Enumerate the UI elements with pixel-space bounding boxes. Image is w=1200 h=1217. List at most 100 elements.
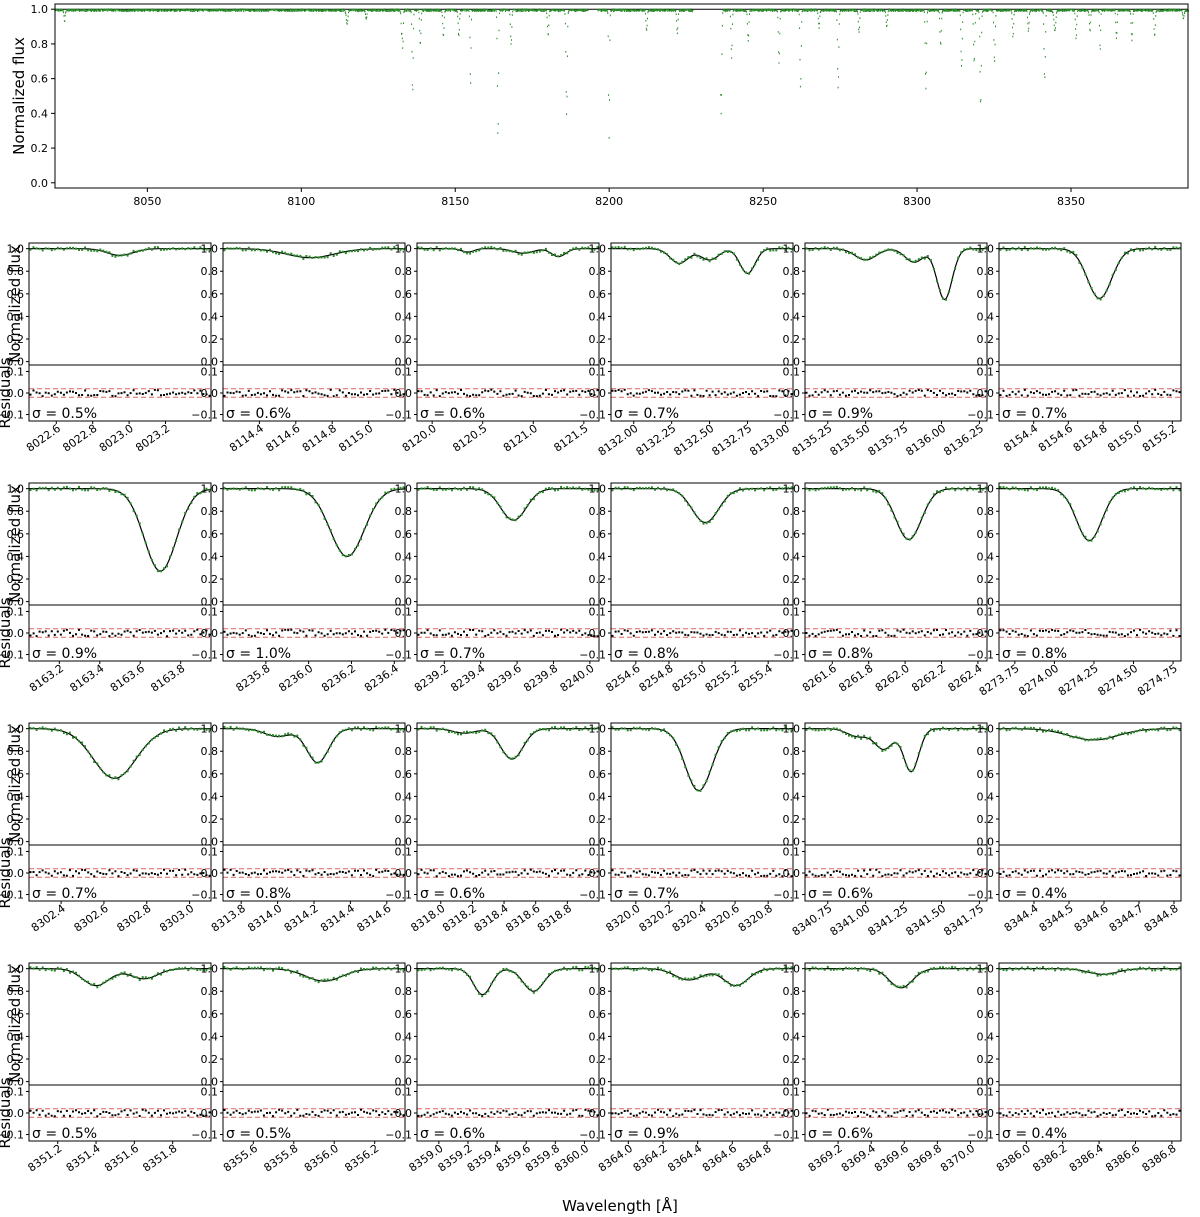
flux-ytick-label: 0.6: [783, 288, 801, 301]
residual-points: [999, 628, 1181, 638]
residual-ytick-label: 0.0: [201, 387, 219, 400]
panel-xtick-label: 8155.2: [1140, 422, 1179, 455]
residual-ytick-label: −0.1: [191, 1129, 218, 1142]
flux-panel-frame: [610, 962, 794, 1086]
flux-ytick-label: 0.6: [7, 768, 25, 781]
panel-xtick-label: 8136.00: [903, 422, 948, 459]
residual-ytick-label: 0.1: [589, 845, 607, 858]
flux-ytick-label: 0.6: [589, 768, 607, 781]
panel-xtick-label: 8273.75: [977, 662, 1022, 699]
flux-ytick-label: 0.0: [395, 836, 413, 849]
line-panel: 0.00.20.40.60.81.00.10.0−0.18132.008132.…: [579, 242, 794, 459]
line-panel: 0.00.20.40.60.81.00.10.0−0.18386.08386.2…: [967, 962, 1182, 1175]
observed-flux-points: [611, 966, 793, 987]
flux-ytick-label: 0.2: [7, 1053, 25, 1066]
flux-ytick-label: 0.2: [395, 333, 413, 346]
flux-ytick-label: 0.2: [589, 1053, 607, 1066]
residual-ytick-label: 0.0: [977, 1107, 995, 1120]
flux-ytick-label: 0.8: [395, 745, 413, 758]
flux-ytick-label: 0.0: [201, 836, 219, 849]
residual-ytick-label: −0.1: [967, 889, 994, 902]
flux-ytick-label: 0.4: [977, 1030, 995, 1043]
flux-ytick-label: 0.2: [201, 573, 219, 586]
panel-xtick-label: 8364.8: [735, 1142, 774, 1175]
flux-ytick-label: 0.0: [783, 596, 801, 609]
residual-points: [223, 868, 405, 878]
flux-ytick-label: 0.8: [977, 985, 995, 998]
residual-ytick-label: 0.1: [589, 605, 607, 618]
panel-xtick-label: 8318.6: [503, 902, 542, 935]
observed-flux-points: [999, 486, 1181, 542]
panel-xtick-label: 8314.0: [245, 902, 284, 935]
observed-flux-points: [805, 485, 987, 541]
residual-sigma-label: σ = 0.8%: [226, 886, 291, 902]
panel-xtick-label: 8351.2: [25, 1142, 64, 1175]
panel-xtick-label: 8239.4: [448, 662, 487, 695]
panel-xtick-label: 8132.00: [596, 422, 641, 459]
panel-xtick-label: 8320.0: [604, 902, 643, 935]
panel-xtick-label: 8114.8: [300, 422, 339, 455]
flux-panel-frame: [998, 962, 1182, 1086]
flux-panel-frame: [998, 242, 1182, 366]
observed-flux-points: [805, 726, 987, 772]
residual-ytick-label: 0.0: [783, 627, 801, 640]
residual-ytick-label: 0.0: [395, 1107, 413, 1120]
flux-ytick-label: 1.0: [783, 723, 801, 736]
flux-panel-frame: [610, 722, 794, 846]
model-curve: [417, 968, 599, 996]
residual-ytick-label: −0.1: [579, 889, 606, 902]
panel-xtick-label: 8340.75: [790, 902, 835, 939]
residual-ytick-label: 0.1: [783, 1085, 801, 1098]
panel-xtick-label: 8302.6: [72, 902, 111, 935]
panel-xtick-label: 8255.0: [670, 662, 709, 695]
residual-sigma-label: σ = 0.9%: [32, 646, 97, 662]
panel-xtick-label: 8320.4: [670, 902, 709, 935]
flux-ytick-label: 0.4: [589, 550, 607, 563]
residual-ytick-label: 0.0: [395, 627, 413, 640]
flux-ytick-label: 0.0: [7, 836, 25, 849]
flux-ytick-label: 0.0: [589, 356, 607, 369]
panel-xtick-label: 8023.0: [97, 422, 136, 455]
residual-sigma-label: σ = 0.6%: [808, 1126, 873, 1142]
residual-points: [999, 1109, 1181, 1118]
flux-ytick-label: 0.8: [7, 505, 25, 518]
overview-frame: [54, 3, 1189, 189]
flux-ytick-label: 0.8: [201, 265, 219, 278]
model-curve: [611, 488, 793, 524]
flux-ytick-label: 0.2: [201, 1053, 219, 1066]
panel-xtick-label: 8255.2: [703, 662, 742, 695]
line-panel: 0.00.20.40.60.81.00.10.0−0.18313.88314.0…: [191, 722, 406, 935]
flux-ytick-label: 0.8: [395, 265, 413, 278]
residual-sigma-label: σ = 0.7%: [614, 406, 679, 422]
flux-ytick-label: 0.4: [783, 550, 801, 563]
residual-sigma-label: σ = 0.7%: [32, 886, 97, 902]
flux-panel-frame: [28, 962, 212, 1086]
flux-ytick-label: 0.8: [201, 745, 219, 758]
observed-flux-points: [29, 246, 211, 258]
flux-panel-frame: [416, 482, 600, 606]
line-panel: 0.00.20.40.60.81.00.10.0−0.18254.68254.8…: [579, 482, 794, 695]
residual-ytick-label: 0.1: [783, 365, 801, 378]
flux-ytick-label: 0.6: [783, 1008, 801, 1021]
panel-xtick-label: 8369.2: [806, 1142, 845, 1175]
panel-xtick-label: 8356.2: [342, 1142, 381, 1175]
panel-xtick-label: 8369.8: [905, 1142, 944, 1175]
overview-ytick-label: 1.0: [31, 3, 49, 16]
observed-flux-points: [417, 485, 599, 522]
flux-ytick-label: 0.2: [783, 333, 801, 346]
panel-xtick-label: 8318.2: [440, 902, 479, 935]
flux-ytick-label: 0.6: [977, 1008, 995, 1021]
model-curve: [417, 728, 599, 760]
residual-sigma-label: σ = 0.6%: [420, 1126, 485, 1142]
flux-ytick-label: 0.0: [7, 356, 25, 369]
flux-ytick-label: 0.0: [783, 1076, 801, 1089]
residual-ytick-label: 0.1: [201, 845, 219, 858]
residual-ytick-label: −0.1: [967, 649, 994, 662]
line-panel: 0.00.20.40.60.81.00.10.0−0.18261.68261.8…: [773, 482, 988, 695]
residual-sigma-label: σ = 0.7%: [614, 886, 679, 902]
flux-ytick-label: 0.0: [783, 836, 801, 849]
